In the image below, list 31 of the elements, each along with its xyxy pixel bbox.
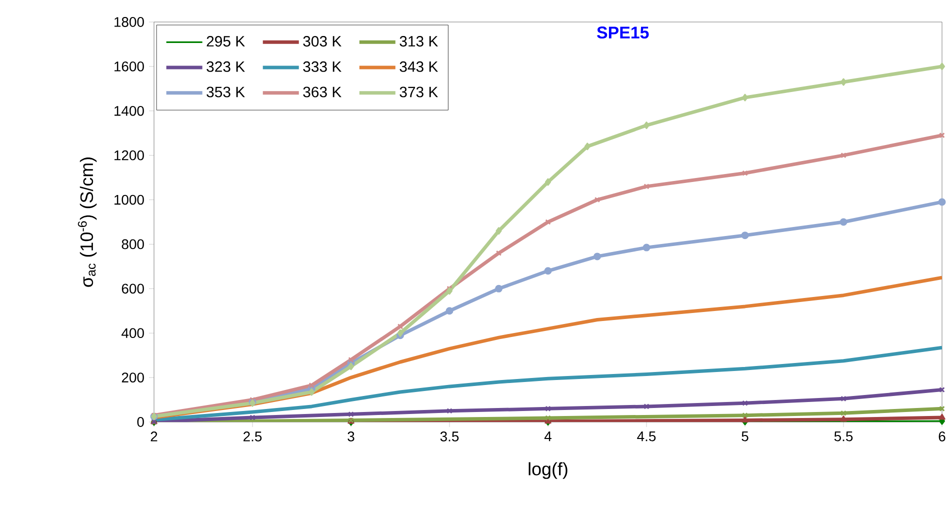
x-tick-label: 5.5 — [834, 432, 853, 442]
legend-label: 373 K — [400, 86, 438, 98]
legend-label: 295 K — [206, 36, 245, 47]
chart-title: SPE15 — [596, 26, 649, 39]
legend-label: 333 K — [303, 61, 342, 72]
x-tick-label: 4.5 — [637, 432, 656, 442]
y-tick-label: 1400 — [114, 106, 144, 116]
legend-label: 353 K — [206, 86, 245, 98]
x-tick-label: 5 — [742, 432, 748, 442]
x-tick-label: 4 — [544, 432, 552, 442]
y-tick-label: 1200 — [114, 150, 144, 160]
y-tick-label: 800 — [122, 239, 144, 250]
x-tick-label: 2 — [150, 432, 158, 442]
y-tick-label: 1600 — [114, 61, 144, 72]
y-tick-label: 1000 — [114, 194, 144, 205]
y-tick-label: 0 — [137, 417, 144, 427]
y-tick-label: 600 — [122, 284, 144, 294]
legend-label: 313 K — [400, 36, 438, 47]
legend-label: 363 K — [303, 86, 342, 98]
y-axis-title: σ$_{ac}$ (10$^{-6}$) (S/cm) — [78, 158, 97, 287]
legend-label: 323 K — [206, 61, 245, 72]
x-tick-label: 6 — [938, 432, 946, 442]
x-tick-label: 3 — [348, 432, 354, 442]
legend-label: 303 K — [303, 36, 342, 47]
y-tick-label: 1800 — [114, 17, 144, 27]
x-tick-label: 3.5 — [440, 432, 459, 442]
x-axis-title: log(f) — [528, 462, 568, 479]
y-tick-label: 200 — [122, 372, 144, 382]
y-tick-label: 400 — [122, 328, 144, 338]
legend-label: 343 K — [400, 61, 438, 72]
x-tick-label: 2.5 — [244, 432, 262, 442]
